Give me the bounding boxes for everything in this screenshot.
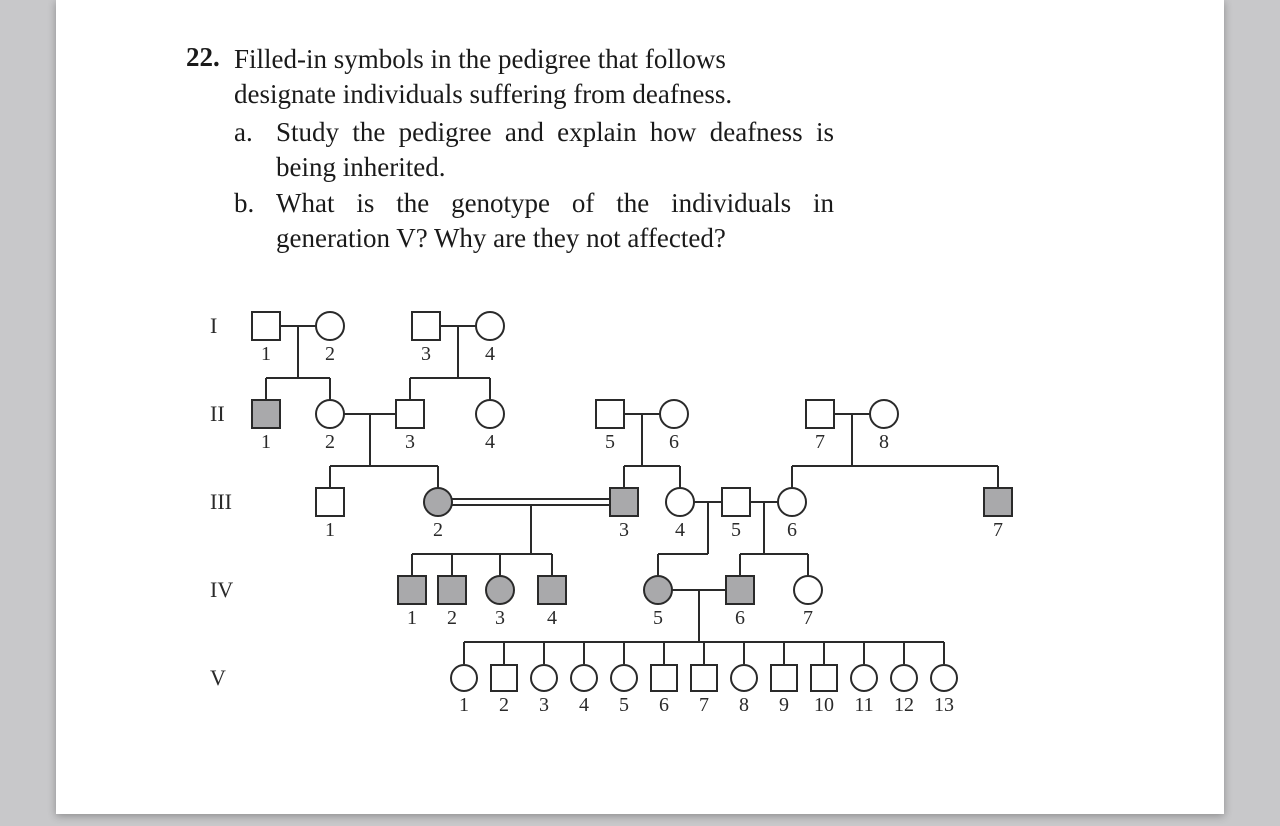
individual-label-II-3: 3	[405, 431, 415, 453]
individual-label-III-5: 5	[731, 519, 741, 541]
individual-V-3	[531, 665, 557, 691]
individual-V-13	[931, 665, 957, 691]
individual-III-1	[316, 488, 344, 516]
individual-label-III-3: 3	[619, 519, 629, 541]
individual-III-5	[722, 488, 750, 516]
pedigree-diagram: IIIIIIIVV1234123456781234567123456712345…	[180, 300, 1120, 780]
sub-letter-b: b.	[234, 186, 276, 255]
individual-label-I-1: 1	[261, 343, 271, 365]
individual-label-II-4: 4	[485, 431, 495, 453]
individual-label-II-6: 6	[669, 431, 679, 453]
sub-list: a. Study the pedigree and explain how de…	[234, 115, 834, 255]
sub-item-b: b. What is the genotype of the individua…	[234, 186, 834, 255]
sub-text-b: What is the genotype of the individuals …	[276, 186, 834, 255]
individual-label-V-13: 13	[934, 694, 954, 716]
generation-label-IV: IV	[210, 577, 233, 602]
generation-label-III: III	[210, 489, 232, 514]
individual-III-2	[424, 488, 452, 516]
individual-label-III-2: 2	[433, 519, 443, 541]
individual-label-II-8: 8	[879, 431, 889, 453]
individual-II-3	[396, 400, 424, 428]
individual-label-IV-2: 2	[447, 607, 457, 629]
individual-IV-4	[538, 576, 566, 604]
individual-label-IV-6: 6	[735, 607, 745, 629]
individual-I-3	[412, 312, 440, 340]
individual-II-6	[660, 400, 688, 428]
individual-V-4	[571, 665, 597, 691]
individual-II-8	[870, 400, 898, 428]
individual-I-1	[252, 312, 280, 340]
individual-label-III-4: 4	[675, 519, 685, 541]
individual-label-I-3: 3	[421, 343, 431, 365]
individual-label-I-4: 4	[485, 343, 495, 365]
individual-II-4	[476, 400, 504, 428]
individual-label-V-10: 10	[814, 694, 834, 716]
individual-III-6	[778, 488, 806, 516]
individual-IV-1	[398, 576, 426, 604]
individual-label-III-1: 1	[325, 519, 335, 541]
individual-III-4	[666, 488, 694, 516]
page: 22. Filled-in symbols in the pedigree th…	[56, 0, 1224, 814]
individual-label-II-7: 7	[815, 431, 825, 453]
individual-I-2	[316, 312, 344, 340]
individual-label-IV-1: 1	[407, 607, 417, 629]
individual-IV-6	[726, 576, 754, 604]
individual-label-IV-4: 4	[547, 607, 557, 629]
individual-II-7	[806, 400, 834, 428]
question-body: Filled-in symbols in the pedigree that f…	[234, 42, 834, 255]
individual-label-III-6: 6	[787, 519, 797, 541]
individual-label-V-8: 8	[739, 694, 749, 716]
individual-label-V-12: 12	[894, 694, 914, 716]
individual-IV-7	[794, 576, 822, 604]
individual-label-V-11: 11	[854, 694, 873, 716]
individual-V-11	[851, 665, 877, 691]
individual-label-V-4: 4	[579, 694, 589, 716]
individual-V-9	[771, 665, 797, 691]
question-block: 22. Filled-in symbols in the pedigree th…	[186, 42, 1106, 255]
sub-letter-a: a.	[234, 115, 276, 184]
pedigree-svg: IIIIIIIVV1234123456781234567123456712345…	[180, 300, 1120, 780]
individual-label-V-6: 6	[659, 694, 669, 716]
individual-II-5	[596, 400, 624, 428]
individual-label-V-3: 3	[539, 694, 549, 716]
individual-V-10	[811, 665, 837, 691]
individual-V-12	[891, 665, 917, 691]
sub-text-a: Study the pedigree and explain how deafn…	[276, 115, 834, 184]
individual-III-3	[610, 488, 638, 516]
individual-IV-2	[438, 576, 466, 604]
individual-V-5	[611, 665, 637, 691]
individual-III-7	[984, 488, 1012, 516]
individual-label-III-7: 7	[993, 519, 1003, 541]
individual-label-V-1: 1	[459, 694, 469, 716]
individual-V-8	[731, 665, 757, 691]
sub-item-a: a. Study the pedigree and explain how de…	[234, 115, 834, 184]
individual-IV-5	[644, 576, 672, 604]
question-number: 22.	[186, 42, 230, 73]
individual-label-II-1: 1	[261, 431, 271, 453]
individual-label-V-7: 7	[699, 694, 709, 716]
individual-I-4	[476, 312, 504, 340]
generation-label-V: V	[210, 665, 226, 690]
individual-V-6	[651, 665, 677, 691]
individual-label-V-2: 2	[499, 694, 509, 716]
individual-II-1	[252, 400, 280, 428]
individual-label-IV-3: 3	[495, 607, 505, 629]
individual-label-I-2: 2	[325, 343, 335, 365]
individual-label-IV-5: 5	[653, 607, 663, 629]
individual-label-II-5: 5	[605, 431, 615, 453]
individual-label-V-5: 5	[619, 694, 629, 716]
individual-IV-3	[486, 576, 514, 604]
individual-V-2	[491, 665, 517, 691]
individual-label-IV-7: 7	[803, 607, 813, 629]
individual-label-II-2: 2	[325, 431, 335, 453]
individual-V-1	[451, 665, 477, 691]
individual-V-7	[691, 665, 717, 691]
individual-label-V-9: 9	[779, 694, 789, 716]
generation-label-I: I	[210, 313, 217, 338]
generation-label-II: II	[210, 401, 225, 426]
question-prompt: Filled-in symbols in the pedigree that f…	[234, 44, 732, 109]
individual-II-2	[316, 400, 344, 428]
